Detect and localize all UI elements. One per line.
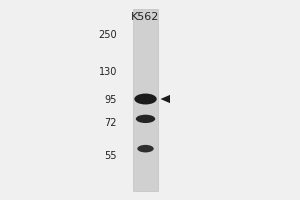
Text: 130: 130 bbox=[99, 67, 117, 77]
Text: 250: 250 bbox=[98, 30, 117, 40]
Ellipse shape bbox=[134, 94, 157, 104]
Polygon shape bbox=[160, 95, 170, 103]
Text: K562: K562 bbox=[131, 12, 160, 22]
Text: 55: 55 bbox=[105, 151, 117, 161]
Ellipse shape bbox=[136, 115, 155, 123]
Text: 95: 95 bbox=[105, 95, 117, 105]
Text: 72: 72 bbox=[105, 118, 117, 128]
Bar bbox=[133, 9, 158, 191]
Ellipse shape bbox=[137, 145, 154, 152]
